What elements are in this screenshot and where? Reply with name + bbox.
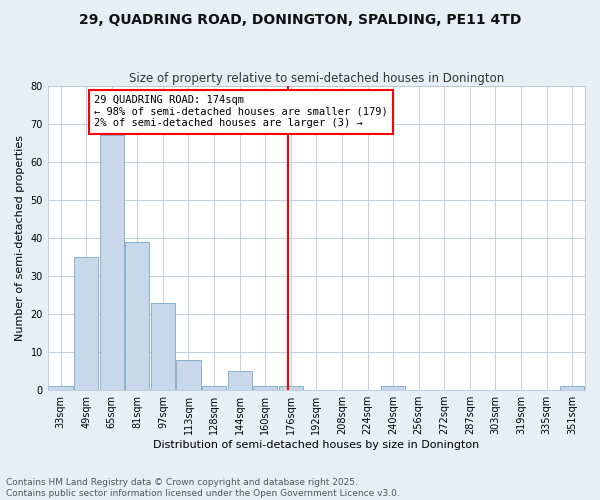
Bar	[100, 135, 124, 390]
Bar	[381, 386, 405, 390]
Bar	[151, 302, 175, 390]
Bar	[74, 257, 98, 390]
Bar	[227, 371, 252, 390]
Bar	[560, 386, 584, 390]
X-axis label: Distribution of semi-detached houses by size in Donington: Distribution of semi-detached houses by …	[153, 440, 479, 450]
Text: Contains HM Land Registry data © Crown copyright and database right 2025.
Contai: Contains HM Land Registry data © Crown c…	[6, 478, 400, 498]
Text: 29, QUADRING ROAD, DONINGTON, SPALDING, PE11 4TD: 29, QUADRING ROAD, DONINGTON, SPALDING, …	[79, 12, 521, 26]
Bar	[125, 242, 149, 390]
Bar	[202, 386, 226, 390]
Bar	[176, 360, 200, 390]
Y-axis label: Number of semi-detached properties: Number of semi-detached properties	[15, 135, 25, 341]
Bar	[278, 386, 303, 390]
Title: Size of property relative to semi-detached houses in Donington: Size of property relative to semi-detach…	[129, 72, 504, 85]
Bar	[253, 386, 277, 390]
Text: 29 QUADRING ROAD: 174sqm
← 98% of semi-detached houses are smaller (179)
2% of s: 29 QUADRING ROAD: 174sqm ← 98% of semi-d…	[94, 95, 388, 128]
Bar	[49, 386, 73, 390]
